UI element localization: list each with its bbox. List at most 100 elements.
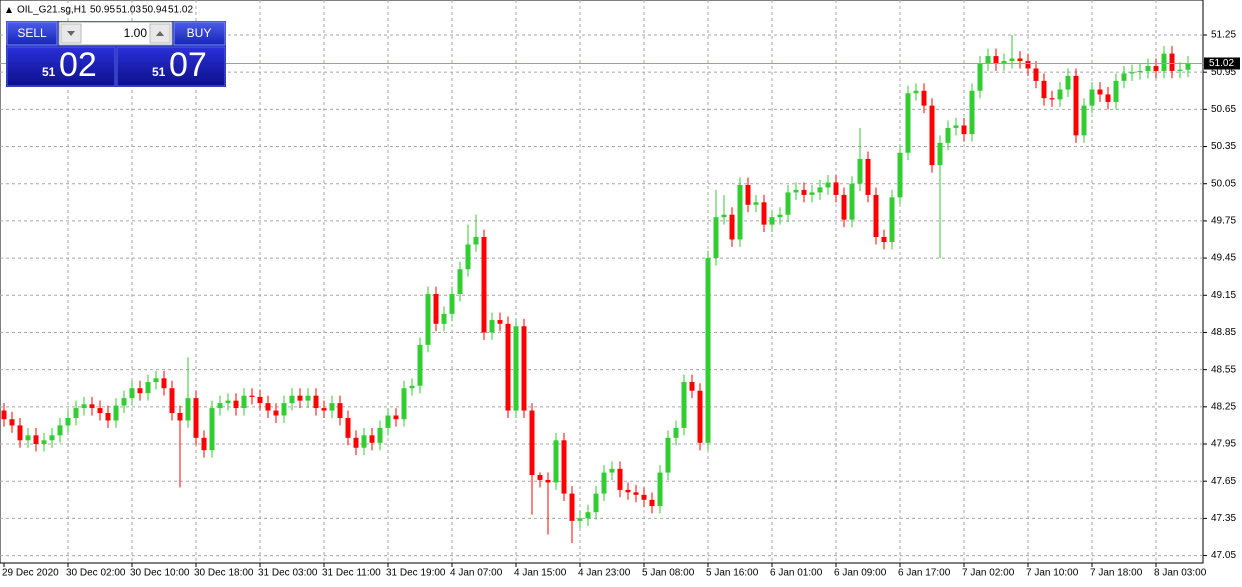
x-tick-label: 30 Dec 18:00 — [194, 568, 254, 579]
volume-box[interactable] — [58, 21, 173, 46]
quote-high: 51.03 — [116, 5, 141, 16]
sell-label: SELL — [17, 26, 47, 40]
buy-button[interactable] — [173, 21, 226, 46]
sell-button[interactable] — [6, 21, 58, 46]
candle-body — [273, 410, 279, 416]
candle-body — [385, 415, 391, 428]
candle-body — [1, 410, 7, 420]
candle-body — [985, 56, 991, 64]
candle-body — [865, 158, 871, 195]
candle-body — [977, 63, 983, 91]
candle-body — [361, 435, 367, 448]
candle-body — [449, 294, 455, 314]
candle-body — [889, 197, 895, 242]
candle-body — [417, 344, 423, 386]
candle-body — [289, 395, 295, 404]
candle-body — [753, 202, 759, 205]
price-label-box — [1204, 57, 1240, 70]
axes: 47.05 47.35 47.65 47.95 48.25 48.55 48.85 49.15… — [0, 30, 1240, 579]
candle-body — [57, 425, 63, 436]
candle-body — [841, 194, 847, 220]
candle-body — [225, 400, 231, 404]
candle-body — [1185, 63, 1191, 70]
candle-body — [929, 105, 935, 166]
y-tick-label: 48.85 — [1211, 327, 1236, 338]
candle-body — [793, 189, 799, 193]
candle-body — [25, 435, 31, 441]
candle-body — [137, 388, 143, 394]
candle-body — [825, 182, 831, 188]
candle-body — [1105, 94, 1111, 102]
sell-price-box[interactable] — [6, 46, 116, 87]
candle-body — [665, 437, 671, 473]
candle-body — [457, 269, 463, 295]
candle-body — [337, 403, 343, 418]
candle-body — [201, 437, 207, 451]
candle-body — [49, 435, 55, 441]
candle-body — [593, 493, 599, 513]
candle-body — [537, 474, 543, 480]
candle-body — [1169, 53, 1175, 71]
candle-body — [353, 437, 359, 448]
x-tick-label: 5 Jan 08:00 — [642, 568, 695, 579]
candle-body — [617, 468, 623, 490]
candle-body — [393, 415, 399, 420]
candle-body — [729, 214, 735, 240]
candle-body — [1145, 65, 1151, 71]
candle-body — [369, 435, 375, 443]
collapse-arrow[interactable] — [6, 7, 12, 13]
x-tick-label: 8 Jan 03:00 — [1154, 568, 1207, 579]
candle-body — [585, 512, 591, 519]
candle-body — [1097, 89, 1103, 95]
candle-body — [809, 192, 815, 195]
candle-body — [409, 385, 415, 389]
down-arrow — [67, 31, 75, 36]
candle-body — [241, 395, 247, 409]
x-tick-label: 7 Jan 02:00 — [962, 568, 1015, 579]
candle-body — [649, 499, 655, 506]
buy-price-big: 07 — [169, 46, 207, 84]
candle-body — [777, 214, 783, 218]
symbol: OIL_G21.sg,H1 — [17, 5, 87, 16]
candle-body — [217, 403, 223, 409]
candle-body — [481, 237, 487, 333]
x-tick-label: 6 Jan 09:00 — [834, 568, 887, 579]
x-tick-label: 30 Dec 02:00 — [66, 568, 126, 579]
candle-body — [849, 183, 855, 220]
candle-body — [561, 440, 567, 494]
candle-body — [897, 152, 903, 198]
candle-body — [801, 189, 807, 195]
candle-body — [921, 90, 927, 106]
candle-body — [209, 408, 215, 451]
x-tick-label: 7 Jan 10:00 — [1026, 568, 1079, 579]
y-tick-label: 51.25 — [1211, 30, 1236, 41]
buy-price-box[interactable] — [116, 46, 226, 87]
candle-body — [1001, 61, 1007, 64]
candle-body — [1049, 98, 1055, 100]
candle-body — [641, 494, 647, 500]
candle-body — [513, 326, 519, 411]
candle-body — [945, 127, 951, 143]
candle-body — [73, 408, 79, 418]
candle-body — [873, 194, 879, 238]
y-tick-label: 47.95 — [1211, 439, 1236, 450]
x-tick-label: 7 Jan 18:00 — [1090, 568, 1143, 579]
candle-body — [601, 472, 607, 494]
candle-body — [129, 388, 135, 399]
buy-price-small: 51 — [152, 65, 166, 79]
candle-body — [1153, 65, 1159, 71]
candle-body — [1033, 68, 1039, 81]
y-tick-label: 47.65 — [1211, 476, 1236, 487]
candle-body — [281, 403, 287, 416]
candle-body — [953, 125, 959, 128]
candle-body — [1065, 75, 1071, 90]
candle-body — [9, 419, 15, 426]
candle-body — [633, 492, 639, 495]
x-tick-label: 31 Dec 11:00 — [322, 568, 381, 579]
candle-body — [465, 244, 471, 270]
candle-body — [185, 398, 191, 421]
quote-low: 50.94 — [142, 5, 167, 16]
candle-body — [1129, 72, 1135, 74]
